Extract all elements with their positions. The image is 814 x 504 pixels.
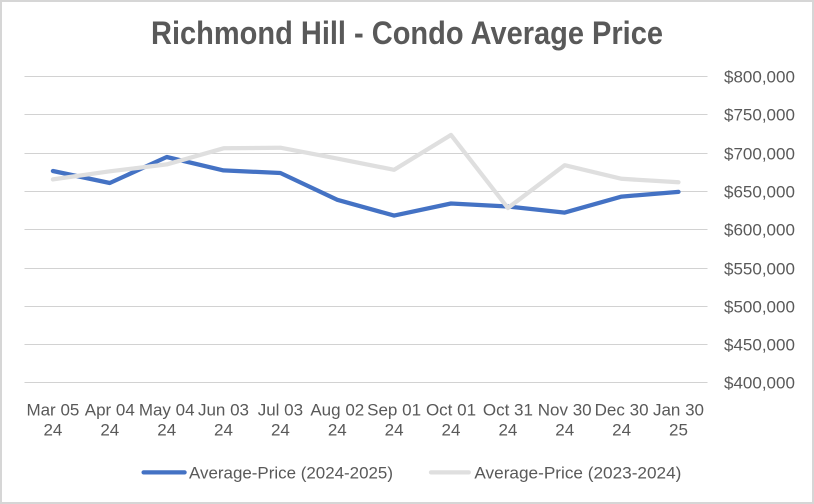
svg-text:Mar 05: Mar 05 xyxy=(26,401,79,420)
svg-text:May 04: May 04 xyxy=(139,401,195,420)
svg-text:Jun 03: Jun 03 xyxy=(198,401,249,420)
svg-text:Dec 30: Dec 30 xyxy=(595,401,649,420)
svg-text:24: 24 xyxy=(442,421,461,440)
svg-text:$600,000: $600,000 xyxy=(724,221,795,240)
svg-text:Jul 03: Jul 03 xyxy=(258,401,303,420)
svg-text:$500,000: $500,000 xyxy=(724,298,795,317)
svg-text:$550,000: $550,000 xyxy=(724,260,795,279)
svg-text:24: 24 xyxy=(43,421,62,440)
svg-text:$400,000: $400,000 xyxy=(724,374,795,393)
svg-text:24: 24 xyxy=(214,421,233,440)
svg-text:24: 24 xyxy=(555,421,574,440)
svg-text:$700,000: $700,000 xyxy=(724,145,795,164)
svg-text:24: 24 xyxy=(498,421,517,440)
svg-text:Aug 02: Aug 02 xyxy=(310,401,364,420)
svg-text:$650,000: $650,000 xyxy=(724,183,795,202)
svg-text:24: 24 xyxy=(100,421,119,440)
svg-text:24: 24 xyxy=(612,421,631,440)
svg-text:24: 24 xyxy=(157,421,176,440)
svg-text:Richmond Hill - Condo Average: Richmond Hill - Condo Average Price xyxy=(151,15,663,51)
svg-text:Average-Price (2023-2024): Average-Price (2023-2024) xyxy=(474,464,681,483)
svg-text:Jan 30: Jan 30 xyxy=(653,401,704,420)
svg-text:24: 24 xyxy=(385,421,404,440)
svg-text:Sep 01: Sep 01 xyxy=(367,401,421,420)
svg-text:$800,000: $800,000 xyxy=(724,68,795,87)
svg-text:Apr 04: Apr 04 xyxy=(85,401,135,420)
svg-text:24: 24 xyxy=(328,421,347,440)
svg-text:$450,000: $450,000 xyxy=(724,336,795,355)
svg-text:Oct 31: Oct 31 xyxy=(483,401,533,420)
svg-text:25: 25 xyxy=(669,421,688,440)
svg-text:Oct 01: Oct 01 xyxy=(426,401,476,420)
svg-text:Nov 30: Nov 30 xyxy=(538,401,592,420)
svg-text:$750,000: $750,000 xyxy=(724,106,795,125)
svg-text:Average-Price (2024-2025): Average-Price (2024-2025) xyxy=(189,464,393,483)
svg-text:24: 24 xyxy=(271,421,290,440)
